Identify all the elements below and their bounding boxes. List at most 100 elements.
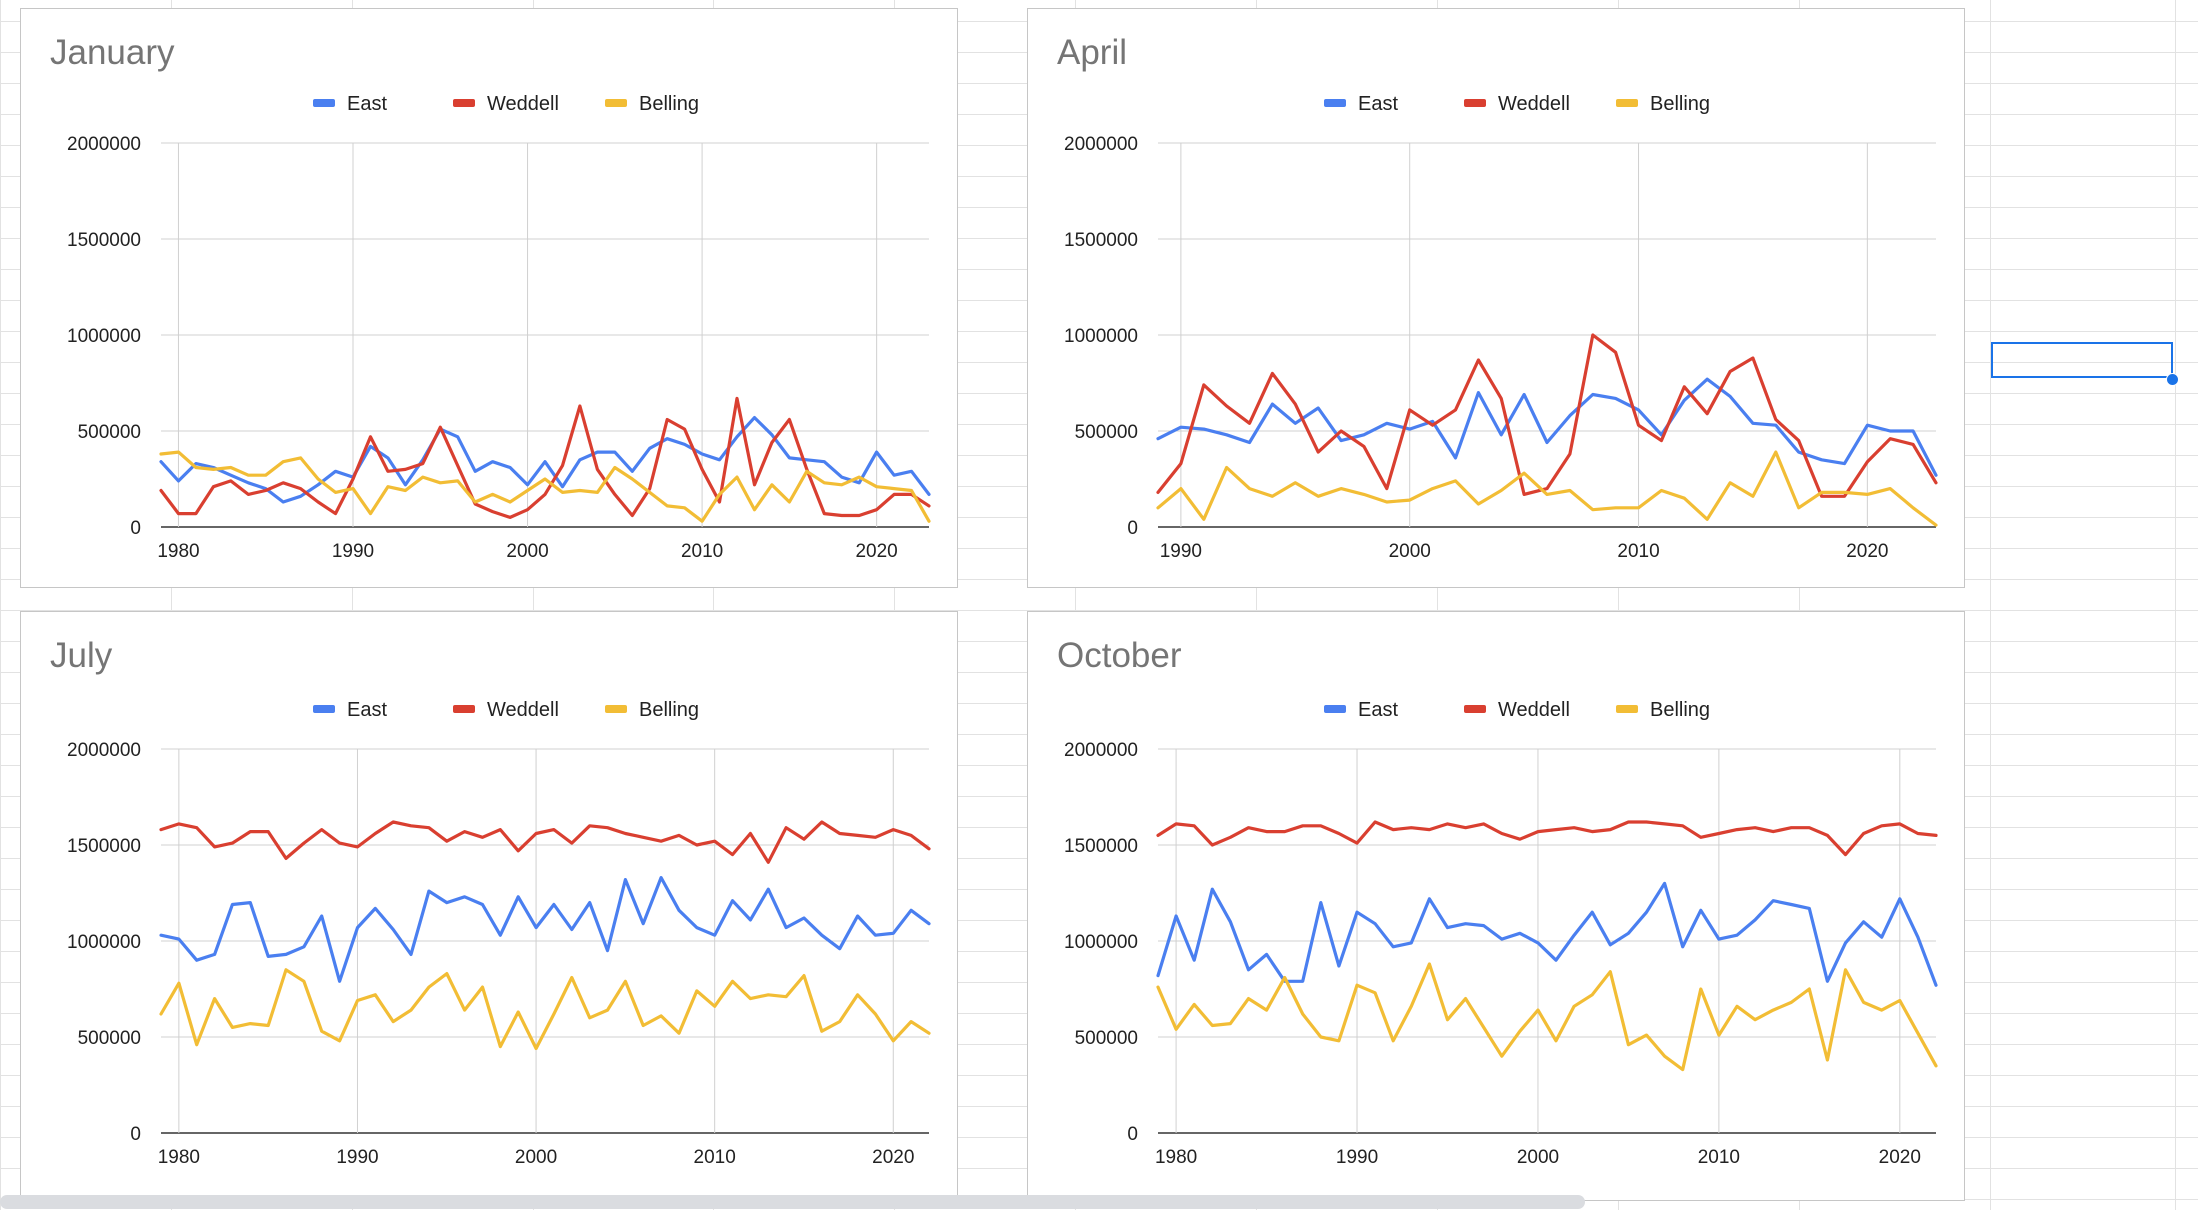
x-tick-label: 2020 — [872, 1147, 914, 1168]
y-tick-label: 1000000 — [1064, 932, 1138, 953]
legend-item-belling[interactable]: Belling — [1616, 699, 1710, 721]
legend-item-weddell[interactable]: Weddell — [453, 93, 559, 115]
y-tick-label: 2000000 — [67, 134, 141, 155]
legend-label: Belling — [1650, 93, 1710, 115]
legend-label: Belling — [639, 699, 699, 721]
y-tick-label: 1000000 — [67, 326, 141, 347]
legend-label: Weddell — [487, 699, 559, 721]
series-line-belling — [159, 968, 931, 1051]
legend-swatch — [1464, 99, 1486, 107]
y-tick-label: 1500000 — [1064, 836, 1138, 857]
series-line-belling — [1156, 450, 1938, 527]
legend-swatch — [1616, 99, 1638, 107]
legend-swatch — [453, 705, 475, 713]
x-tick-label: 2010 — [1698, 1147, 1740, 1168]
x-tick-label: 2020 — [855, 541, 897, 562]
legend-label: Belling — [639, 93, 699, 115]
series-line-belling — [1156, 962, 1938, 1072]
legend-swatch — [1324, 705, 1346, 713]
x-tick-label: 1990 — [1160, 541, 1202, 562]
legend-item-belling[interactable]: Belling — [605, 93, 699, 115]
series-line-weddell — [1156, 820, 1938, 857]
series-line-belling — [159, 450, 931, 523]
x-tick-label: 2010 — [694, 1147, 736, 1168]
series-line-weddell — [159, 820, 931, 864]
chart-april[interactable]: April 0 500000 1000000 1500000 2000000 1990 20… — [1027, 8, 1965, 588]
legend-item-belling[interactable]: Belling — [1616, 93, 1710, 115]
x-tick-label: 2020 — [1879, 1147, 1921, 1168]
fill-handle[interactable] — [2166, 373, 2179, 386]
chart-title: January — [50, 33, 175, 72]
chart-title: April — [1057, 33, 1128, 72]
y-tick-label: 0 — [130, 518, 141, 539]
horizontal-scrollbar[interactable] — [0, 1195, 1585, 1209]
legend-swatch — [605, 99, 627, 107]
legend-item-weddell[interactable]: Weddell — [1464, 93, 1570, 115]
legend-item-belling[interactable]: Belling — [605, 699, 699, 721]
y-tick-label: 2000000 — [1064, 134, 1138, 155]
x-tick-label: 1980 — [158, 1147, 200, 1168]
chart-title: October — [1057, 636, 1182, 675]
legend-swatch — [1616, 705, 1638, 713]
legend-swatch — [453, 99, 475, 107]
chart-january[interactable]: January 0 500000 1000000 1500000 2000000 1980… — [20, 8, 958, 588]
y-tick-label: 0 — [1127, 518, 1138, 539]
y-tick-label: 1500000 — [67, 230, 141, 251]
legend-item-east[interactable]: East — [1324, 93, 1398, 115]
legend-label: Weddell — [1498, 699, 1570, 721]
series-line-east — [1156, 881, 1938, 987]
series-line-weddell — [1156, 333, 1938, 498]
y-tick-label: 2000000 — [67, 740, 141, 761]
y-tick-label: 1500000 — [67, 836, 141, 857]
chart-plot: 0 500000 1000000 1500000 2000000 1980 1990 2000… — [67, 93, 931, 562]
legend-label: Weddell — [1498, 93, 1570, 115]
y-tick-label: 1000000 — [1064, 326, 1138, 347]
x-tick-label: 1990 — [336, 1147, 378, 1168]
x-tick-label: 1980 — [157, 541, 199, 562]
legend-swatch — [1324, 99, 1346, 107]
legend-item-east[interactable]: East — [1324, 699, 1398, 721]
series-line-east — [159, 876, 931, 983]
selected-cell[interactable] — [1991, 342, 2173, 378]
x-tick-label: 2000 — [1389, 541, 1431, 562]
x-tick-label: 2000 — [1517, 1147, 1559, 1168]
x-tick-label: 1980 — [1155, 1147, 1197, 1168]
legend-item-east[interactable]: East — [313, 699, 387, 721]
x-tick-label: 1990 — [332, 541, 374, 562]
legend-item-east[interactable]: East — [313, 93, 387, 115]
y-tick-label: 2000000 — [1064, 740, 1138, 761]
x-tick-label: 2000 — [515, 1147, 557, 1168]
series-line-east — [1156, 377, 1938, 477]
y-tick-label: 0 — [130, 1124, 141, 1145]
chart-plot: 0 500000 1000000 1500000 2000000 1980 1990 2000… — [67, 699, 931, 1168]
y-tick-label: 500000 — [1075, 422, 1138, 443]
legend-item-weddell[interactable]: Weddell — [1464, 699, 1570, 721]
series-line-east — [159, 416, 931, 504]
legend-label: East — [1358, 93, 1398, 115]
chart-october[interactable]: October 0 500000 1000000 1500000 2000000 1980… — [1027, 611, 1965, 1201]
y-tick-label: 500000 — [78, 1028, 141, 1049]
x-tick-label: 2000 — [506, 541, 548, 562]
x-tick-label: 1990 — [1336, 1147, 1378, 1168]
legend-swatch — [313, 705, 335, 713]
chart-title: July — [50, 636, 113, 675]
y-tick-label: 0 — [1127, 1124, 1138, 1145]
series-line-weddell — [159, 396, 931, 519]
chart-july[interactable]: July 0 500000 1000000 1500000 2000000 1980 199… — [20, 611, 958, 1201]
legend-item-weddell[interactable]: Weddell — [453, 699, 559, 721]
legend-swatch — [313, 99, 335, 107]
y-tick-label: 500000 — [78, 422, 141, 443]
legend-label: Weddell — [487, 93, 559, 115]
legend-swatch — [605, 705, 627, 713]
legend-label: Belling — [1650, 699, 1710, 721]
chart-plot: 0 500000 1000000 1500000 2000000 1990 2000 2010… — [1064, 93, 1938, 562]
x-tick-label: 2010 — [681, 541, 723, 562]
legend-label: East — [347, 699, 387, 721]
x-tick-label: 2010 — [1617, 541, 1659, 562]
y-tick-label: 1000000 — [67, 932, 141, 953]
y-tick-label: 1500000 — [1064, 230, 1138, 251]
chart-plot: 0 500000 1000000 1500000 2000000 1980 1990 2000… — [1064, 699, 1938, 1168]
legend-label: East — [1358, 699, 1398, 721]
y-tick-label: 500000 — [1075, 1028, 1138, 1049]
legend-label: East — [347, 93, 387, 115]
